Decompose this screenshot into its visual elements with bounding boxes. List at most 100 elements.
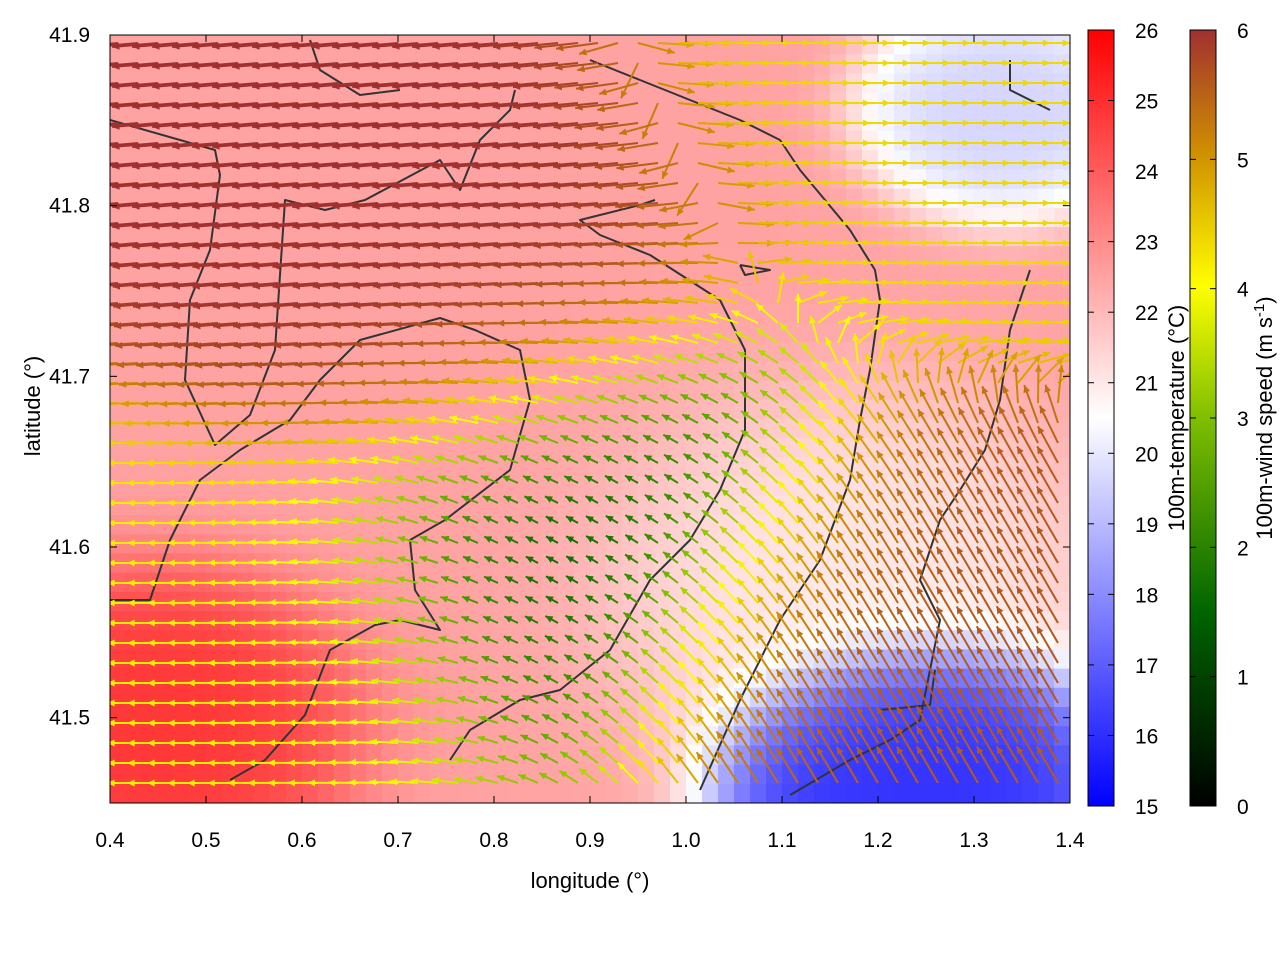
heatmap-cell (238, 611, 255, 631)
heatmap-cell (654, 783, 671, 803)
heatmap-cell (1022, 783, 1039, 803)
heatmap-cell (270, 361, 287, 382)
heatmap-cell (430, 611, 447, 631)
heatmap-cell (126, 131, 143, 151)
wind-speed-colorbar-tick-label: 6 (1237, 20, 1249, 43)
heatmap-cell (846, 553, 863, 574)
heatmap-cell (446, 227, 463, 247)
heatmap-cell (750, 342, 767, 362)
heatmap-cell (830, 35, 847, 55)
heatmap-cell (430, 457, 447, 478)
heatmap-cell (910, 150, 927, 170)
heatmap-cell (302, 649, 319, 670)
heatmap-cell (798, 611, 815, 631)
heatmap-cell (926, 188, 943, 209)
temperature-colorbar-tick-label: 18 (1135, 584, 1158, 607)
heatmap-cell (846, 131, 863, 151)
heatmap-cell (654, 227, 671, 247)
heatmap-cell (670, 764, 687, 785)
heatmap-cell (574, 495, 591, 516)
heatmap-cell (1006, 611, 1023, 631)
heatmap-cell (430, 630, 447, 650)
heatmap-cell (702, 35, 719, 55)
heatmap-cell (350, 419, 367, 439)
heatmap-cell (686, 419, 703, 439)
heatmap-cell (174, 207, 191, 228)
temperature-colorbar-tick-label: 20 (1135, 443, 1158, 466)
heatmap-cell (206, 783, 223, 803)
heatmap-cell (702, 169, 719, 190)
heatmap-cell (334, 265, 351, 286)
heatmap-cell (142, 515, 159, 535)
heatmap-cell (766, 783, 783, 803)
heatmap-cell (782, 361, 799, 382)
heatmap-cell (478, 419, 495, 439)
heatmap-cell (158, 303, 175, 324)
heatmap-cell (894, 54, 911, 74)
heatmap-cell (158, 246, 175, 266)
heatmap-cell (862, 476, 879, 497)
heatmap-cell (494, 284, 511, 305)
heatmap-cell (590, 783, 607, 803)
heatmap-cell (158, 111, 175, 132)
heatmap-cell (318, 399, 335, 420)
heatmap-cell (670, 591, 687, 612)
heatmap-cell (878, 188, 895, 209)
heatmap-cell (766, 35, 783, 55)
heatmap-cell (462, 399, 479, 420)
heatmap-cell (318, 265, 335, 286)
heatmap-cell (670, 227, 687, 247)
heatmap-cell (574, 553, 591, 574)
heatmap-cell (1054, 515, 1070, 535)
heatmap-cell (542, 227, 559, 247)
heatmap-cell (942, 35, 959, 55)
heatmap-cell (750, 783, 767, 803)
heatmap-cell (270, 534, 287, 554)
heatmap-cell (590, 687, 607, 708)
heatmap-cell (398, 783, 415, 803)
heatmap-cell (878, 35, 895, 55)
heatmap-cell (414, 361, 431, 382)
heatmap-cell (574, 323, 591, 343)
heatmap-cell (542, 438, 559, 458)
heatmap-cell (238, 303, 255, 324)
heatmap-cell (894, 572, 911, 593)
heatmap-cell (894, 342, 911, 362)
heatmap-cell (110, 265, 127, 286)
heatmap-cell (814, 419, 831, 439)
heatmap-cell (142, 668, 159, 689)
heatmap-cell (142, 111, 159, 132)
heatmap-cell (286, 399, 303, 420)
y-tick-label: 41.6 (49, 536, 90, 559)
heatmap-cell (574, 246, 591, 266)
heatmap-cell (302, 380, 319, 401)
heatmap-cell (926, 399, 943, 420)
heatmap-cell (590, 457, 607, 478)
heatmap-cell (718, 419, 735, 439)
heatmap-cell (1054, 495, 1070, 516)
heatmap-cell (222, 687, 239, 708)
heatmap-cell (222, 534, 239, 554)
heatmap-cell (990, 265, 1007, 286)
heatmap-cell (286, 515, 303, 535)
heatmap-cell (542, 35, 559, 55)
heatmap-cell (1054, 630, 1070, 650)
heatmap-cell (254, 265, 271, 286)
heatmap-cell (910, 111, 927, 132)
heatmap-cell (414, 572, 431, 593)
heatmap-cell (238, 265, 255, 286)
heatmap-cell (494, 438, 511, 458)
heatmap-cell (382, 227, 399, 247)
heatmap-cell (366, 687, 383, 708)
heatmap-cell (414, 457, 431, 478)
heatmap-cell (718, 207, 735, 228)
heatmap-cell (990, 54, 1007, 74)
heatmap-cell (974, 207, 991, 228)
heatmap-cell (142, 284, 159, 305)
heatmap-cell (398, 419, 415, 439)
heatmap-cell (1006, 54, 1023, 74)
heatmap-cell (174, 246, 191, 266)
heatmap-cell (990, 150, 1007, 170)
heatmap-cell (654, 476, 671, 497)
heatmap-cell (686, 169, 703, 190)
